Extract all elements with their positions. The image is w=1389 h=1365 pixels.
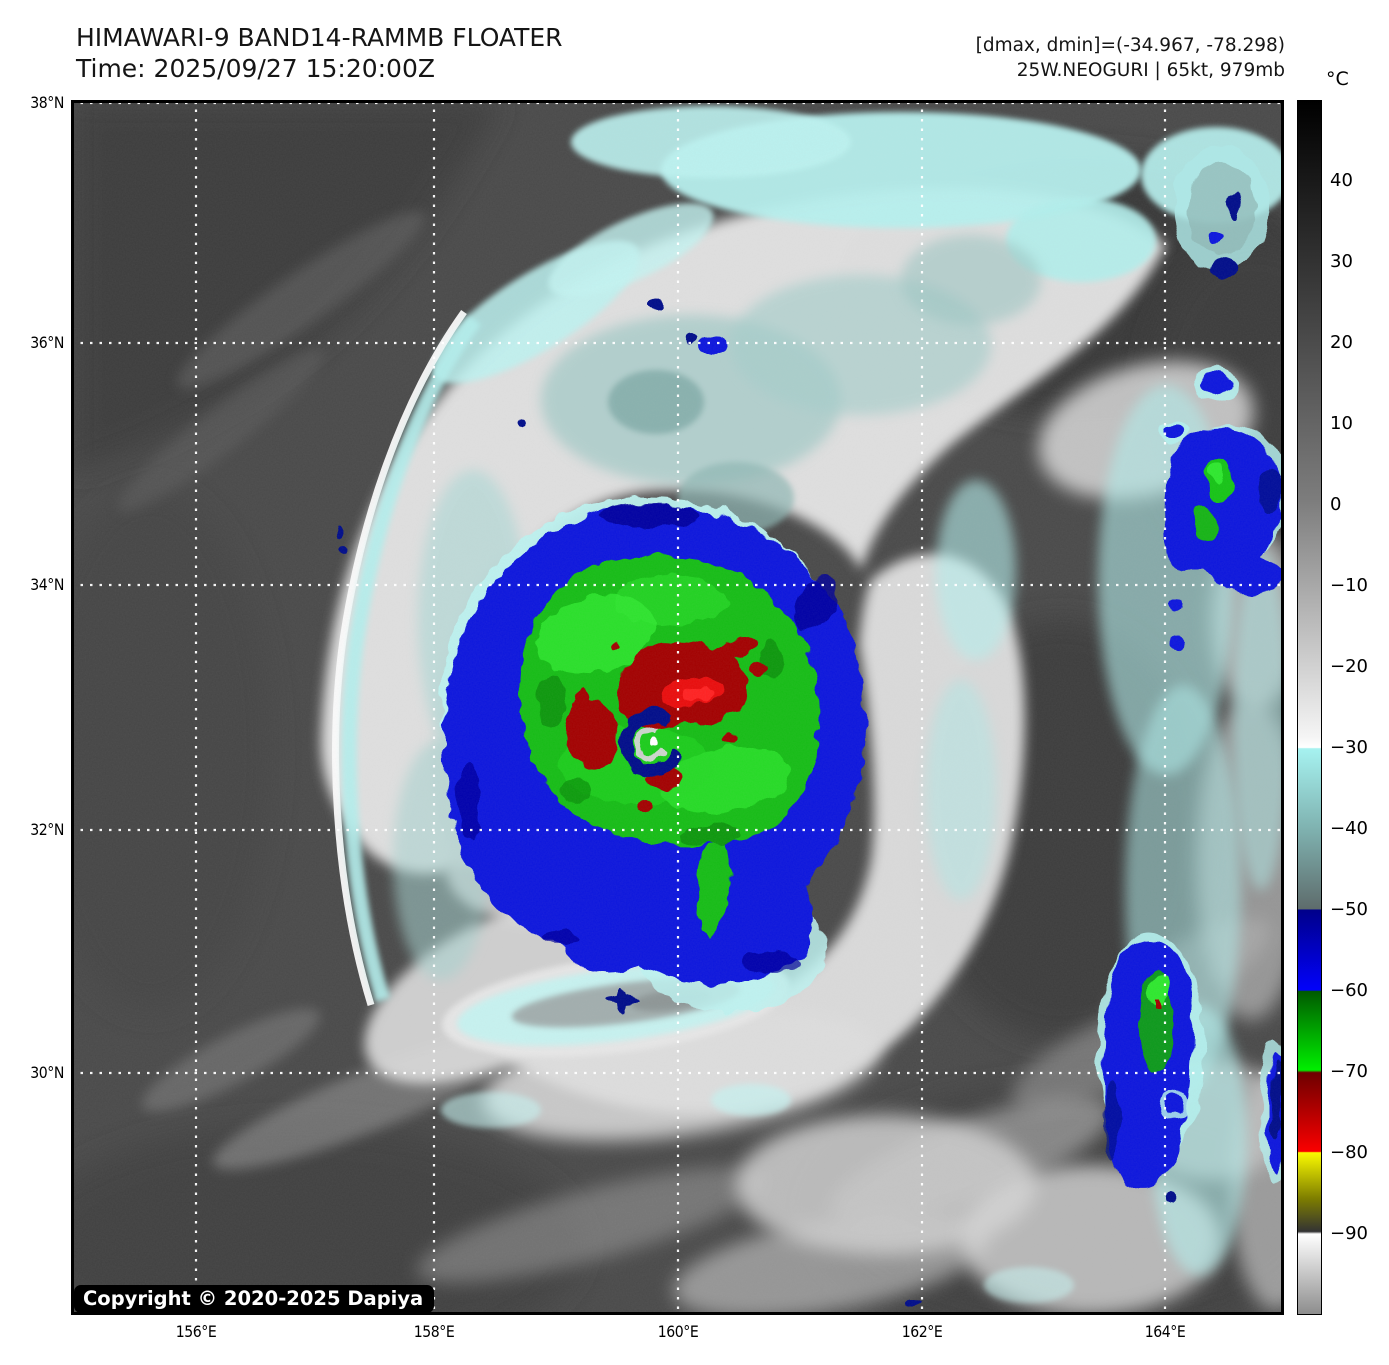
lon-label: 162°E — [901, 1322, 943, 1341]
lon-label: 164°E — [1144, 1322, 1186, 1341]
colorbar-tick: 20 — [1330, 332, 1353, 353]
colorbar-tick: 30 — [1330, 251, 1353, 272]
copyright-badge: Copyright © 2020-2025 Dapiya — [74, 1285, 435, 1313]
colorbar-unit-label: °C — [1326, 68, 1349, 90]
colorbar-tick: −50 — [1330, 899, 1368, 920]
colorbar-tick: −10 — [1330, 575, 1368, 596]
lon-label: 158°E — [413, 1322, 455, 1341]
colorbar-tick: −40 — [1330, 818, 1368, 839]
lon-label: 160°E — [657, 1322, 699, 1341]
colorbar-tick: −20 — [1330, 656, 1368, 677]
lat-label: 36°N — [30, 333, 65, 352]
lat-label: 34°N — [30, 575, 65, 594]
lat-label: 38°N — [30, 93, 65, 112]
dmax-dmin-readout: [dmax, dmin]=(-34.967, -78.298) — [975, 35, 1285, 56]
satellite-map — [71, 100, 1284, 1315]
storm-info: 25W.NEOGURI | 65kt, 979mb — [1016, 60, 1285, 81]
product-title: HIMAWARI-9 BAND14-RAMMB FLOATER — [76, 23, 563, 52]
colorbar-tick: −60 — [1330, 980, 1368, 1001]
temperature-colorbar — [1297, 100, 1322, 1315]
ir-imagery — [71, 100, 1284, 1315]
colorbar-tick: 40 — [1330, 170, 1353, 191]
colorbar-tick: 10 — [1330, 413, 1353, 434]
colorbar-tick: −80 — [1330, 1142, 1368, 1163]
product-time: Time: 2025/09/27 15:20:00Z — [76, 54, 435, 83]
lon-label: 156°E — [175, 1322, 217, 1341]
colorbar-tick: −30 — [1330, 737, 1368, 758]
colorbar-tick: −90 — [1330, 1223, 1368, 1244]
colorbar-tick: −70 — [1330, 1061, 1368, 1082]
lat-label: 32°N — [30, 820, 65, 839]
title-block: HIMAWARI-9 BAND14-RAMMB FLOATER Time: 20… — [76, 22, 563, 84]
lat-label: 30°N — [30, 1063, 65, 1082]
info-block: [dmax, dmin]=(-34.967, -78.298) 25W.NEOG… — [976, 33, 1285, 83]
map-border — [71, 100, 1284, 1315]
colorbar-tick: 0 — [1330, 494, 1342, 515]
